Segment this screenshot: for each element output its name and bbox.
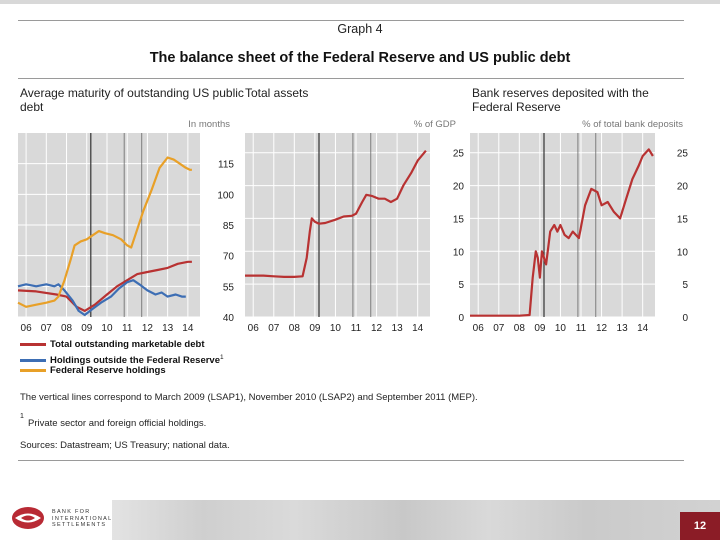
legend-item-holdings-outside: Holdings outside the Federal Reserve1 — [20, 351, 224, 367]
panel-2-y-tick-label: 15 — [453, 214, 465, 225]
panel-3-unit: % of total bank deposits — [582, 119, 683, 130]
panel-2-x-tick-label: 12 — [371, 323, 383, 334]
panel-1-x-tick-label: 06 — [21, 323, 33, 334]
panel-3-y-tick-label: 15 — [677, 214, 689, 225]
main-title: The balance sheet of the Federal Reserve… — [149, 50, 571, 66]
footnote-text: Private sector and foreign official hold… — [28, 418, 207, 429]
footer-photo-strip — [112, 500, 720, 540]
panel-2-x-tick-label: 13 — [392, 323, 404, 334]
panel-2-x-tick-label: 07 — [268, 323, 280, 334]
panel-1-y-tick-label: 100 — [217, 190, 234, 201]
panel-1-x-tick-label: 09 — [81, 323, 93, 334]
panel-2-x-tick-label: 06 — [248, 323, 260, 334]
panel-3-y-tick-label: 0 — [682, 313, 688, 324]
panel-2-x-tick-label: 08 — [289, 323, 301, 334]
panel-3-title: Bank reserves deposited with the Federal… — [472, 86, 649, 114]
panel-3-y-tick-label: 20 — [677, 182, 689, 193]
panel-1-y-tick-label: 85 — [223, 221, 235, 232]
legend-item-total-debt: Total outstanding marketable debt — [20, 338, 224, 351]
panel-1-series-1-line — [17, 260, 192, 312]
panel-3-x-tick-label: 06 — [473, 323, 485, 334]
graph-label: Graph 4 — [337, 22, 383, 36]
legend-footnote-marker: 1 — [220, 354, 224, 361]
panel-1-x-tick-label: 07 — [41, 323, 53, 334]
panel-3-x-tick-label: 12 — [596, 323, 608, 334]
panel-1-y-tick-label: 40 — [223, 313, 235, 324]
panel-2-plot-area — [245, 133, 430, 317]
title-rule — [18, 78, 684, 79]
top-bar — [0, 0, 720, 4]
legend-swatch-total-debt — [20, 342, 46, 346]
panel-2-x-tick-label: 09 — [309, 323, 321, 334]
panel-1-x-tick-label: 08 — [61, 323, 73, 334]
panel-1-x-tick-label: 13 — [162, 323, 174, 334]
panel-3-x-tick-label: 09 — [534, 323, 546, 334]
bottom-rule — [18, 460, 684, 461]
panel-2-y-tick-label: 0 — [458, 313, 464, 324]
panel-3-series-1-line — [470, 148, 654, 317]
panel-1-x-tick-label: 14 — [182, 323, 194, 334]
panel-1-y-tick-label: 55 — [223, 282, 235, 293]
panel-3-y-tick-label: 5 — [682, 280, 688, 291]
legend-swatch-fed-holdings — [20, 368, 46, 372]
panel-3-x-tick-label: 11 — [576, 323, 587, 334]
bis-name-line-1: BANK FOR — [52, 509, 91, 515]
panel-1-y-tick-label: 115 — [218, 160, 234, 171]
legend-item-fed-holdings: Federal Reserve holdings — [20, 364, 224, 377]
panel-3-x-tick-label: 13 — [617, 323, 629, 334]
panel-2-series-1-line — [245, 149, 427, 278]
panel-1-title: Average maturity of outstanding US publi… — [20, 86, 244, 114]
panel-2-x-tick-label: 11 — [351, 323, 362, 334]
panel-2-y-tick-label: 5 — [458, 280, 464, 291]
panel-2-y-tick-label: 10 — [453, 247, 465, 258]
page-number: 12 — [680, 512, 720, 540]
top-rule — [18, 20, 684, 21]
vertical-lines-note: The vertical lines correspond to March 2… — [20, 392, 478, 403]
panel-1-series-3-line — [17, 156, 192, 308]
footnote-number: 1 — [20, 413, 24, 420]
bis-name-line-2: INTERNATIONAL — [52, 515, 113, 522]
panel-1-unit: In months — [188, 119, 230, 130]
panel-2-x-tick-label: 14 — [412, 323, 424, 334]
panel-1-x-tick-label: 10 — [101, 323, 113, 334]
panel-3-y-tick-label: 25 — [677, 149, 689, 160]
panel-2-unit: % of GDP — [413, 119, 456, 130]
panel-2-y-tick-label: 25 — [453, 149, 465, 160]
panel-1-x-tick-label: 11 — [122, 323, 133, 334]
panel-3-plot-area — [470, 133, 655, 317]
panel-3-x-tick-label: 14 — [637, 323, 649, 334]
legend-label-fed-holdings: Federal Reserve holdings — [50, 365, 166, 376]
bis-logo-icon — [12, 507, 44, 529]
legend-swatch-holdings-outside — [20, 359, 46, 363]
panel-1-y-tick-label: 70 — [223, 252, 235, 263]
legend: Total outstanding marketable debt Holdin… — [20, 338, 224, 377]
bis-name: BANK FOR INTERNATIONAL SETTLEMENTS — [52, 509, 113, 529]
panel-3-x-tick-label: 07 — [493, 323, 505, 334]
panel-2-title: Total assets — [245, 86, 309, 100]
panel-1-x-tick-label: 12 — [142, 323, 154, 334]
panel-3-y-tick-label: 10 — [677, 247, 689, 258]
panel-3-x-tick-label: 10 — [555, 323, 567, 334]
legend-label-total-debt: Total outstanding marketable debt — [50, 339, 205, 350]
panel-3-x-tick-label: 08 — [514, 323, 526, 334]
sources-note: Sources: Datastream; US Treasury; nation… — [20, 440, 230, 451]
panel-2-y-tick-label: 20 — [453, 182, 465, 193]
bis-name-line-3: SETTLEMENTS — [52, 522, 107, 528]
legend-label-holdings-outside: Holdings outside the Federal Reserve — [50, 355, 220, 367]
panel-1-series-2-line — [17, 279, 186, 317]
panel-2-x-tick-label: 10 — [330, 323, 342, 334]
